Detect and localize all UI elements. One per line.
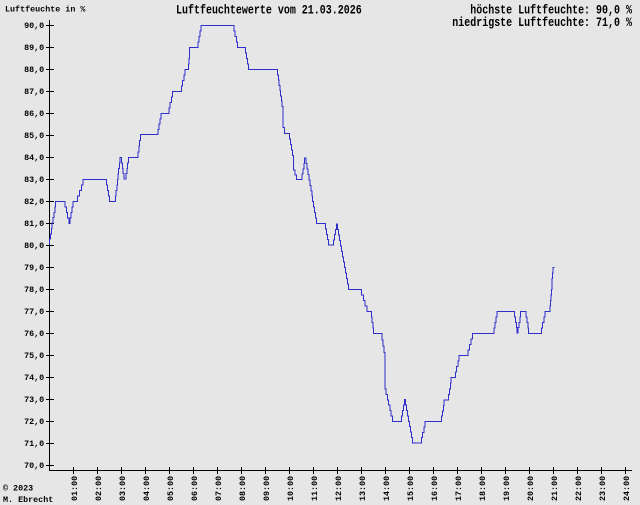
svg-text:21:00: 21:00 xyxy=(550,476,560,501)
svg-text:18:00: 18:00 xyxy=(478,476,488,501)
svg-text:89,0: 89,0 xyxy=(24,43,44,53)
svg-text:06:00: 06:00 xyxy=(190,476,200,501)
svg-text:80,0: 80,0 xyxy=(24,241,44,251)
svg-text:90,0: 90,0 xyxy=(24,21,44,31)
svg-text:M. Ebrecht: M. Ebrecht xyxy=(3,495,53,505)
svg-text:70,0: 70,0 xyxy=(24,461,44,471)
svg-text:niedrigste Luftfeuchte: 71,0 %: niedrigste Luftfeuchte: 71,0 % xyxy=(452,16,632,31)
svg-text:83,0: 83,0 xyxy=(24,175,44,185)
svg-text:16:00: 16:00 xyxy=(430,476,440,501)
svg-text:11:00: 11:00 xyxy=(310,476,320,501)
svg-text:13:00: 13:00 xyxy=(358,476,368,501)
svg-text:73,0: 73,0 xyxy=(24,395,44,405)
svg-text:04:00: 04:00 xyxy=(142,476,152,501)
svg-text:72,0: 72,0 xyxy=(24,417,44,427)
svg-text:87,0: 87,0 xyxy=(24,87,44,97)
svg-text:85,0: 85,0 xyxy=(24,131,44,141)
svg-text:Luftfeuchte in %: Luftfeuchte in % xyxy=(5,5,86,15)
svg-text:76,0: 76,0 xyxy=(24,329,44,339)
svg-text:88,0: 88,0 xyxy=(24,65,44,75)
svg-text:03:00: 03:00 xyxy=(118,476,128,501)
svg-text:75,0: 75,0 xyxy=(24,351,44,361)
svg-text:09:00: 09:00 xyxy=(262,476,272,501)
svg-text:© 2023: © 2023 xyxy=(3,484,33,494)
svg-text:17:00: 17:00 xyxy=(454,476,464,501)
svg-text:14:00: 14:00 xyxy=(382,476,392,501)
svg-text:12:00: 12:00 xyxy=(334,476,344,501)
svg-text:84,0: 84,0 xyxy=(24,153,44,163)
svg-text:24:00: 24:00 xyxy=(622,476,632,501)
svg-text:74,0: 74,0 xyxy=(24,373,44,383)
svg-text:77,0: 77,0 xyxy=(24,307,44,317)
svg-text:07:00: 07:00 xyxy=(214,476,224,501)
svg-text:05:00: 05:00 xyxy=(166,476,176,501)
svg-text:höchste Luftfeuchte: 90,0 %: höchste Luftfeuchte: 90,0 % xyxy=(470,3,632,18)
svg-text:22:00: 22:00 xyxy=(574,476,584,501)
svg-text:86,0: 86,0 xyxy=(24,109,44,119)
svg-text:71,0: 71,0 xyxy=(24,439,44,449)
svg-text:08:00: 08:00 xyxy=(238,476,248,501)
svg-text:10:00: 10:00 xyxy=(286,476,296,501)
svg-text:01:00: 01:00 xyxy=(70,476,80,501)
svg-text:Luftfeuchtewerte vom 21.03.202: Luftfeuchtewerte vom 21.03.2026 xyxy=(176,3,362,18)
svg-text:19:00: 19:00 xyxy=(502,476,512,501)
svg-text:20:00: 20:00 xyxy=(526,476,536,501)
svg-text:15:00: 15:00 xyxy=(406,476,416,501)
svg-text:02:00: 02:00 xyxy=(94,476,104,501)
svg-text:79,0: 79,0 xyxy=(24,263,44,273)
svg-text:23:00: 23:00 xyxy=(598,476,608,501)
svg-text:78,0: 78,0 xyxy=(24,285,44,295)
svg-text:82,0: 82,0 xyxy=(24,197,44,207)
svg-text:81,0: 81,0 xyxy=(24,219,44,229)
